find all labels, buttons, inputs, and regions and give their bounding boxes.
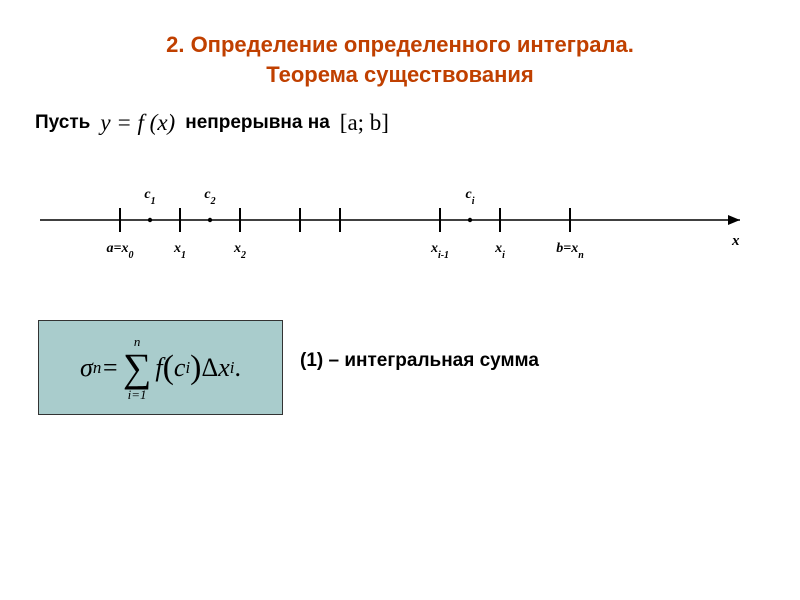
svg-text:c2: c2: [204, 187, 215, 207]
svg-text:xi-1: xi-1: [430, 241, 449, 261]
svg-text:ci: ci: [466, 187, 475, 207]
paren-open: (: [163, 349, 174, 387]
integral-sum-formula: σn = n ∑ i=1 f ( ci ) Δ xi .: [80, 335, 241, 401]
interval-expr: [a; b]: [340, 110, 389, 136]
function-expr: y = f (x): [100, 110, 175, 136]
number-line-diagram: x a=x0 x1 x2 xi-1 xi b=xn c1 c2 ci: [40, 175, 760, 275]
summation-symbol: n ∑ i=1: [123, 335, 152, 401]
svg-text:c1: c1: [144, 187, 155, 207]
premise-sentence: Пусть y = f (x) непрерывна на [a; b]: [35, 110, 389, 136]
svg-text:x1: x1: [173, 241, 186, 261]
svg-text:a=x0: a=x0: [107, 241, 134, 261]
slide-title: 2. Определение определенного интеграла. …: [0, 0, 800, 89]
delta-symbol: Δ: [202, 353, 219, 383]
equals: =: [101, 353, 119, 383]
let-word: Пусть: [35, 112, 90, 134]
formula-caption: (1) – интегральная сумма: [300, 350, 539, 372]
title-line-2: Теорема существования: [266, 62, 534, 87]
sum-sigma: ∑: [123, 348, 152, 388]
continuous-word: непрерывна на: [185, 112, 330, 134]
x-var: x: [218, 353, 230, 383]
sigma-sub: n: [93, 358, 101, 378]
svg-text:x: x: [731, 233, 740, 249]
c-var: c: [174, 353, 186, 383]
svg-text:b=xn: b=xn: [556, 241, 584, 261]
sum-lower: i=1: [128, 388, 147, 401]
sigma-symbol: σ: [80, 353, 93, 383]
title-line-1: 2. Определение определенного интеграла.: [166, 32, 634, 57]
svg-text:x2: x2: [233, 241, 246, 261]
period: .: [234, 353, 241, 383]
paren-close: ): [190, 349, 201, 387]
f-symbol: f: [155, 353, 162, 383]
integral-sum-formula-box: σn = n ∑ i=1 f ( ci ) Δ xi .: [38, 320, 283, 415]
svg-text:xi: xi: [494, 241, 505, 261]
